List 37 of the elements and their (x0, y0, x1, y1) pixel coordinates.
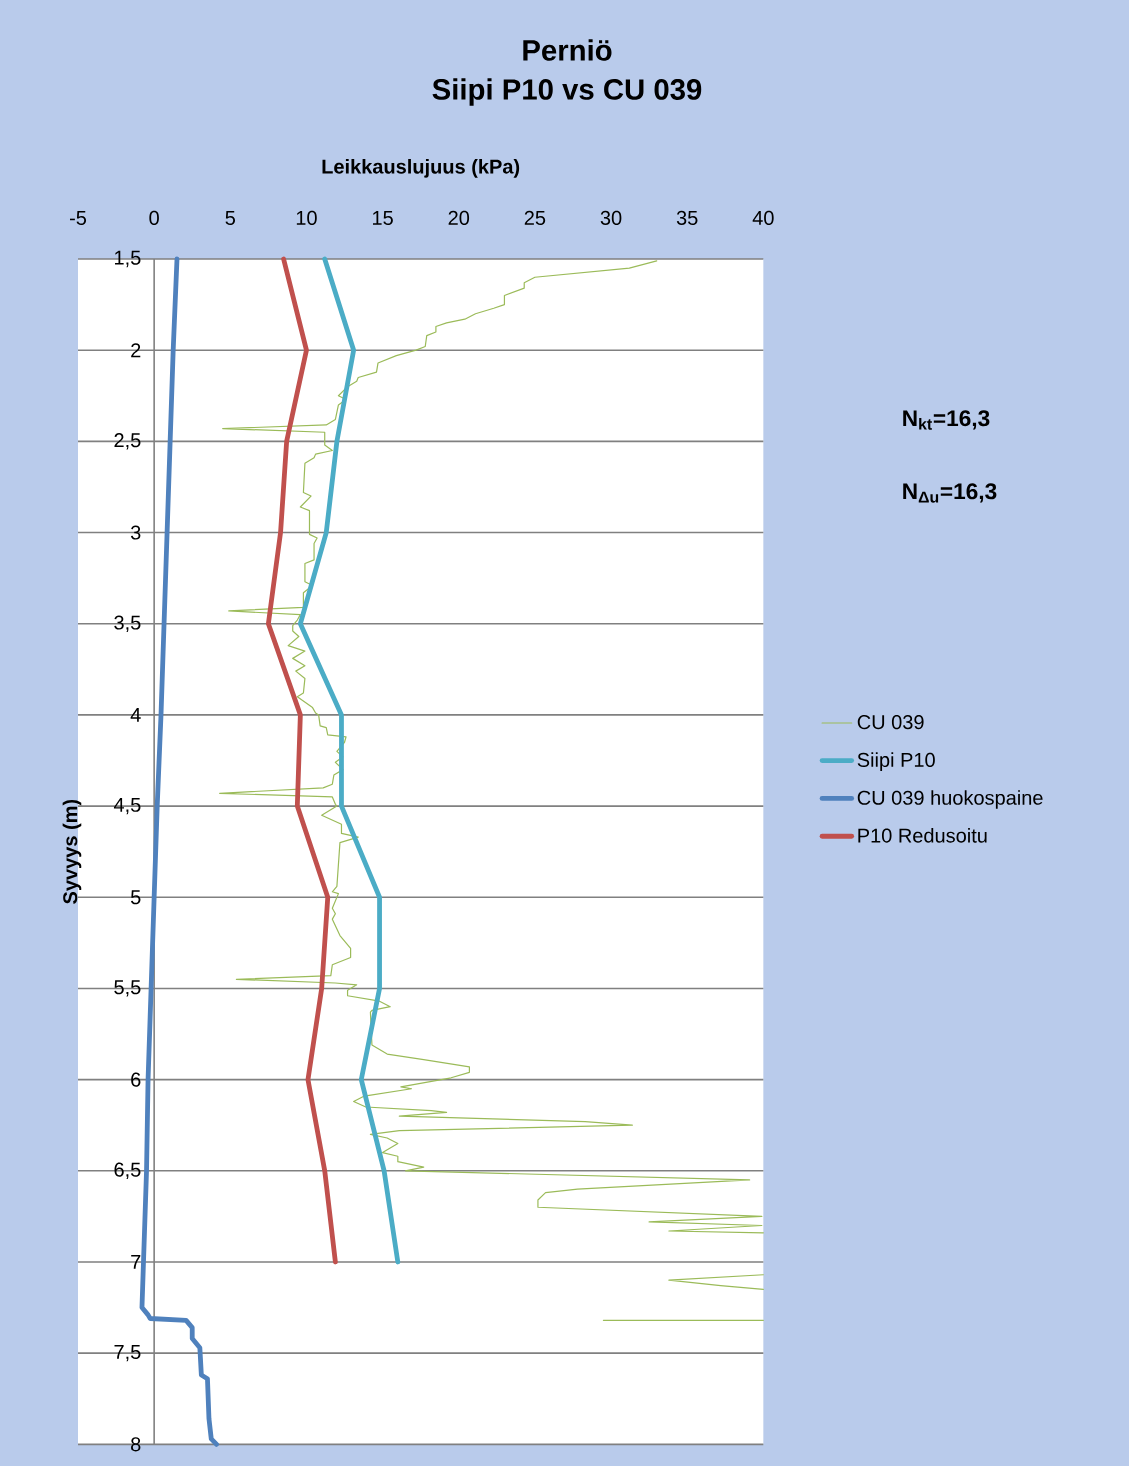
chart-title: Perniö (523, 39, 612, 61)
chart-subtitle: Siipi P10 vs CU 039 (432, 78, 702, 106)
y-tick-label: 6,5 (114, 1162, 141, 1180)
text: N$_{Δu}$=16,3 (903, 483, 997, 503)
x-tick-label: 5 (225, 211, 236, 225)
y-tick-label: 1,5 (115, 250, 141, 268)
y-tick-label: 6 (131, 1072, 141, 1087)
x-tick-label: 20 (448, 210, 470, 225)
x-tick-label: 10 (296, 210, 317, 225)
y-tick-label: 4,5 (113, 797, 141, 815)
legend-label: CU 039 (857, 715, 924, 730)
y-tick-label: 3 (130, 525, 141, 540)
y-tick-label: 8 (131, 1437, 141, 1452)
x-tick-label: 40 (752, 210, 774, 225)
legend-label: P10 Redusoitu (858, 827, 987, 843)
legend-label: CU 039 huokospaine (857, 790, 1043, 809)
y-tick-label: 2 (131, 343, 141, 358)
x-tick-label: 15 (373, 211, 393, 225)
x-axis-title: Leikkauslujuus (kPa) (322, 159, 520, 178)
line-series (265, 256, 338, 1265)
line-series (139, 256, 219, 1447)
y-tick-label: 7,5 (114, 1345, 141, 1362)
legend-label: Siipi P10 (857, 752, 935, 771)
y-tick-label: 5,5 (114, 980, 141, 997)
y-axis-title: Syvyys (m) (62, 799, 82, 904)
y-tick-label: 2,5 (114, 433, 141, 450)
x-tick-label: 0 (149, 210, 159, 225)
y-tick-label: 3,5 (114, 615, 141, 632)
line-series (297, 256, 401, 1265)
x-tick-label: -5 (69, 211, 87, 225)
y-tick-label: 7 (131, 1255, 141, 1269)
x-tick-label: 25 (524, 210, 546, 225)
y-tick-label: 5 (130, 890, 141, 905)
text: N$_{kt}$=16,3 (903, 410, 990, 430)
y-tick-label: 4 (130, 708, 141, 722)
x-tick-label: 35 (676, 210, 698, 225)
x-tick-label: 30 (600, 210, 622, 225)
